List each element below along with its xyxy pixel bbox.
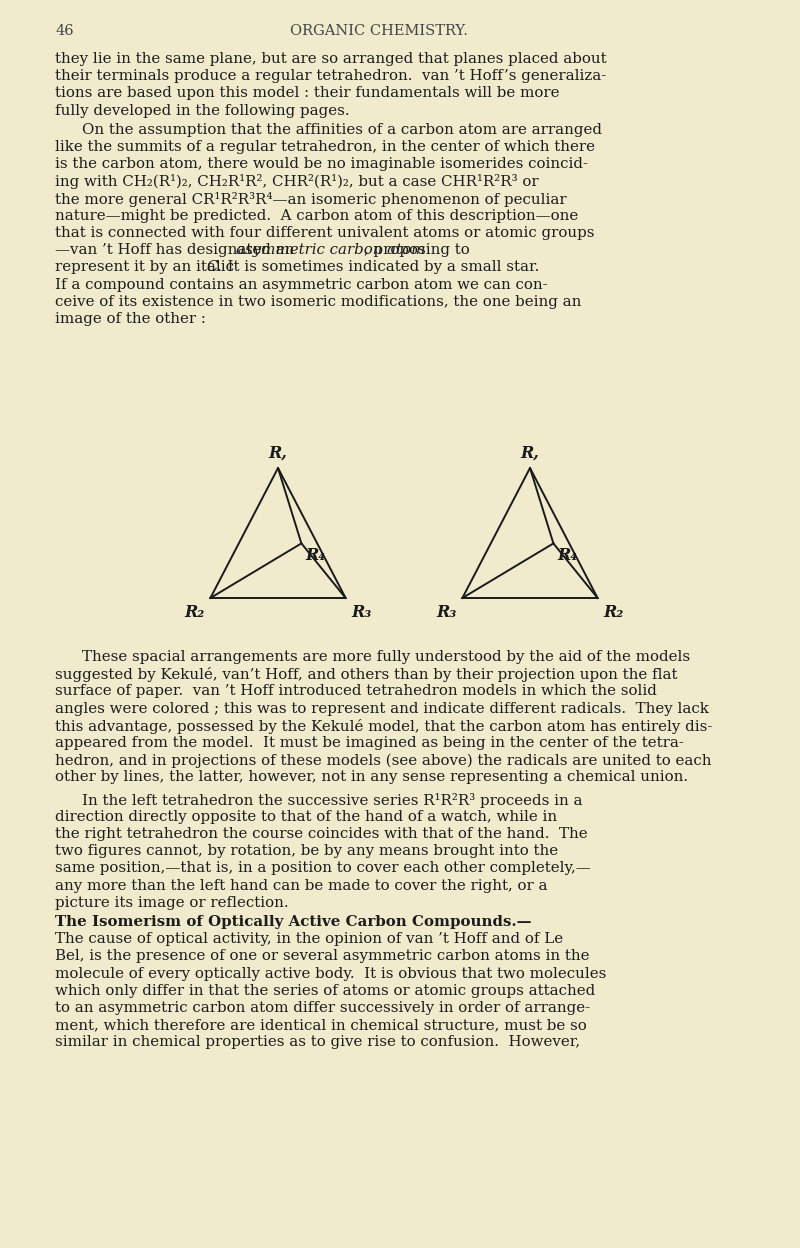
Text: ceive of its existence in two isomeric modifications, the one being an: ceive of its existence in two isomeric m… [55,295,582,308]
Text: like the summits of a regular tetrahedron, in the center of which there: like the summits of a regular tetrahedro… [55,140,595,154]
Text: If a compound contains an asymmetric carbon atom we can con-: If a compound contains an asymmetric car… [55,277,548,292]
Text: R₃: R₃ [352,604,372,622]
Text: fully developed in the following pages.: fully developed in the following pages. [55,104,350,117]
Text: hedron, and in projections of these models (see above) the radicals are united t: hedron, and in projections of these mode… [55,754,711,768]
Text: In the left tetrahedron the successive series R¹R²R³ proceeds in a: In the left tetrahedron the successive s… [82,792,582,807]
Text: The Isomerism of Optically Active Carbon Compounds.—: The Isomerism of Optically Active Carbon… [55,915,531,929]
Text: R₄: R₄ [558,548,578,564]
Text: asymmetric carbon atom: asymmetric carbon atom [236,243,425,257]
Text: picture its image or reflection.: picture its image or reflection. [55,896,289,910]
Text: R,: R, [269,446,287,462]
Text: Bel, is the presence of one or several asymmetric carbon atoms in the: Bel, is the presence of one or several a… [55,950,590,963]
Text: is the carbon atom, there would be no imaginable isomerides coincid-: is the carbon atom, there would be no im… [55,157,588,171]
Text: image of the other :: image of the other : [55,312,206,326]
Text: nature—might be predicted.  A carbon atom of this description—one: nature—might be predicted. A carbon atom… [55,208,578,223]
Text: represent it by an italic: represent it by an italic [55,261,238,275]
Text: two figures cannot, by rotation, be by any means brought into the: two figures cannot, by rotation, be by a… [55,844,558,859]
Text: —van ’t Hoff has designated an: —van ’t Hoff has designated an [55,243,299,257]
Text: R₃: R₃ [436,604,456,622]
Text: angles were colored ; this was to represent and indicate different radicals.  Th: angles were colored ; this was to repres… [55,701,709,715]
Text: appeared from the model.  It must be imagined as being in the center of the tetr: appeared from the model. It must be imag… [55,736,684,750]
Text: R,: R, [521,446,539,462]
Text: same position,—that is, in a position to cover each other completely,—: same position,—that is, in a position to… [55,861,590,875]
Text: that is connected with four different univalent atoms or atomic groups: that is connected with four different un… [55,226,594,240]
Text: molecule of every optically active body.  It is obvious that two molecules: molecule of every optically active body.… [55,967,606,981]
Text: ment, which therefore are identical in chemical structure, must be so: ment, which therefore are identical in c… [55,1018,586,1032]
Text: The cause of optical activity, in the opinion of van ’t Hoff and of Le: The cause of optical activity, in the op… [55,932,563,946]
Text: the right tetrahedron the course coincides with that of the hand.  The: the right tetrahedron the course coincid… [55,827,588,841]
Text: ing with CH₂(R¹)₂, CH₂R¹R², CHR²(R¹)₂, but a case CHR¹R²R³ or: ing with CH₂(R¹)₂, CH₂R¹R², CHR²(R¹)₂, b… [55,175,538,190]
Text: similar in chemical properties as to give rise to confusion.  However,: similar in chemical properties as to giv… [55,1036,580,1050]
Text: C.: C. [206,261,222,275]
Text: suggested by Kekulé, van’t Hoff, and others than by their projection upon the fl: suggested by Kekulé, van’t Hoff, and oth… [55,668,678,683]
Text: R₂: R₂ [604,604,624,622]
Text: to an asymmetric carbon atom differ successively in order of arrange-: to an asymmetric carbon atom differ succ… [55,1001,590,1015]
Text: ORGANIC CHEMISTRY.: ORGANIC CHEMISTRY. [290,24,468,37]
Text: On the assumption that the affinities of a carbon atom are arranged: On the assumption that the affinities of… [82,122,602,137]
Text: which only differ in that the series of atoms or atomic groups attached: which only differ in that the series of … [55,983,595,998]
Text: direction directly opposite to that of the hand of a watch, while in: direction directly opposite to that of t… [55,810,557,824]
Text: R₂: R₂ [184,604,204,622]
Text: It is sometimes indicated by a small star.: It is sometimes indicated by a small sta… [218,261,540,275]
Text: this advantage, possessed by the Kekulé model, that the carbon atom has entirely: this advantage, possessed by the Kekulé … [55,719,712,734]
Text: they lie in the same plane, but are so arranged that planes placed about: they lie in the same plane, but are so a… [55,52,606,66]
Text: their terminals produce a regular tetrahedron.  van ’t Hoff’s generaliza-: their terminals produce a regular tetrah… [55,69,606,84]
Text: , proposing to: , proposing to [364,243,470,257]
Text: R₄: R₄ [306,548,326,564]
Text: other by lines, the latter, however, not in any sense representing a chemical un: other by lines, the latter, however, not… [55,770,688,785]
Text: the more general CR¹R²R³R⁴—an isomeric phenomenon of peculiar: the more general CR¹R²R³R⁴—an isomeric p… [55,192,566,207]
Text: any more than the left hand can be made to cover the right, or a: any more than the left hand can be made … [55,879,547,892]
Text: surface of paper.  van ’t Hoff introduced tetrahedron models in which the solid: surface of paper. van ’t Hoff introduced… [55,684,657,699]
Text: These spacial arrangements are more fully understood by the aid of the models: These spacial arrangements are more full… [82,650,690,664]
Text: 46: 46 [55,24,74,37]
Text: tions are based upon this model : their fundamentals will be more: tions are based upon this model : their … [55,86,559,100]
